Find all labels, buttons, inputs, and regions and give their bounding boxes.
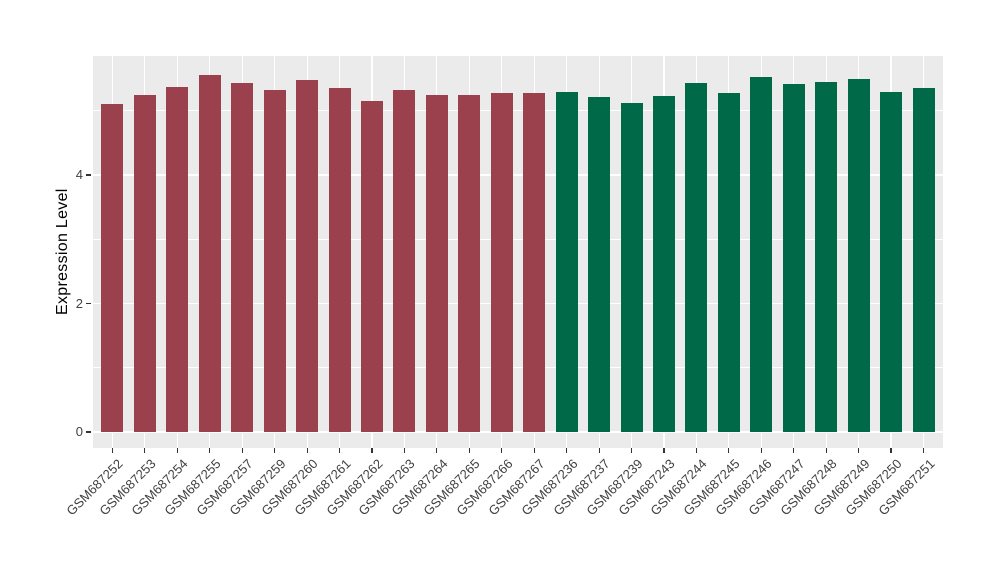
bar-GSM687261 [328, 88, 351, 432]
x-tick-mark [598, 448, 600, 453]
x-tick-mark [663, 448, 665, 453]
x-tick-mark [760, 448, 762, 453]
x-tick-mark [825, 448, 827, 453]
bar-GSM687245 [717, 93, 740, 432]
minor-gridline [93, 238, 943, 240]
x-tick-mark [274, 448, 276, 453]
y-tick-mark [86, 431, 91, 433]
x-tick-mark [566, 448, 568, 453]
major-gridline [93, 431, 943, 433]
bar-GSM687257 [231, 83, 254, 432]
bar-GSM687246 [750, 77, 773, 432]
y-tick-mark [86, 302, 91, 305]
bar-GSM687266 [490, 92, 513, 432]
bar-GSM687260 [296, 79, 319, 432]
bar-GSM687252 [101, 104, 124, 432]
bar-GSM687237 [588, 96, 611, 432]
y-tick-label: 2 [75, 295, 83, 311]
major-gridline [93, 174, 943, 176]
bar-GSM687236 [555, 92, 578, 432]
bar-GSM687267 [523, 93, 546, 432]
x-tick-mark [695, 448, 698, 453]
x-tick-mark [241, 448, 243, 453]
bar-GSM687254 [166, 86, 189, 432]
major-gridline [93, 302, 943, 305]
minor-gridline [93, 110, 943, 112]
bar-GSM687262 [361, 101, 383, 432]
x-tick-mark [890, 448, 892, 453]
x-tick-mark [436, 448, 438, 453]
minor-gridline [93, 367, 943, 369]
x-tick-mark [468, 448, 470, 453]
x-tick-mark [630, 448, 633, 453]
x-tick-mark [858, 448, 860, 453]
bar-GSM687264 [425, 94, 448, 432]
x-tick-mark [371, 448, 373, 453]
x-tick-mark [209, 448, 211, 453]
bar-GSM687248 [815, 81, 838, 432]
x-tick-mark [403, 448, 406, 453]
x-tick-mark [728, 448, 730, 453]
y-tick-label: 4 [75, 167, 83, 182]
bar-GSM687250 [880, 92, 903, 432]
x-tick-mark [338, 448, 341, 453]
x-tick-mark [501, 448, 503, 453]
x-tick-mark [306, 448, 308, 453]
bar-GSM687251 [912, 87, 935, 432]
bar-GSM687263 [393, 89, 416, 432]
x-tick-mark [922, 448, 925, 453]
x-tick-mark [176, 448, 178, 453]
x-tick-mark [793, 448, 795, 453]
y-tick-mark [86, 174, 91, 176]
y-axis-title: Expression Level [54, 188, 71, 316]
bar-GSM687265 [458, 94, 481, 432]
bar-GSM687255 [198, 74, 221, 432]
bar-GSM687253 [133, 94, 156, 432]
y-tick-label: 0 [75, 424, 83, 439]
bar-GSM687259 [263, 89, 286, 432]
bar-GSM687247 [782, 84, 805, 432]
plot-panel [93, 56, 943, 448]
x-tick-mark [144, 448, 146, 453]
x-tick-mark [533, 448, 535, 453]
bar-GSM687239 [620, 103, 643, 432]
x-tick-mark [111, 448, 114, 453]
bar-GSM687244 [685, 83, 708, 432]
bar-GSM687249 [847, 79, 870, 432]
bar-GSM687243 [652, 95, 675, 432]
